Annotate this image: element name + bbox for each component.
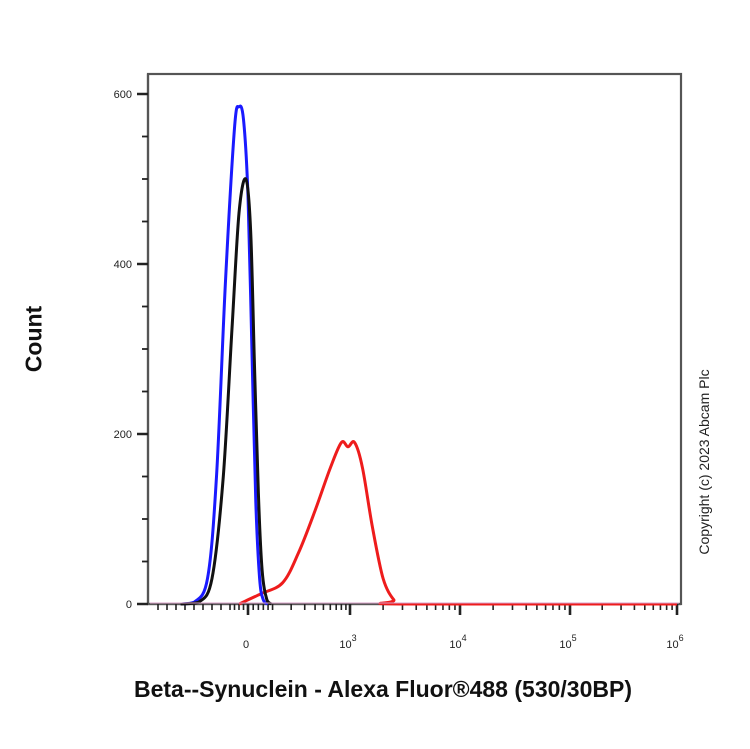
y-tick-label: 600 [114, 89, 132, 101]
series-line-1 [180, 177, 273, 606]
series-line-2 [238, 440, 677, 606]
x-tick-label: 106 [666, 633, 683, 651]
copyright-notice: Copyright (c) 2023 Abcam Plc [696, 369, 712, 555]
y-tick-label: 400 [114, 259, 132, 271]
y-axis: 0 200 400 600 [114, 74, 150, 611]
x-axis: 0 103 104 105 106 [148, 602, 684, 651]
y-tick-label: 0 [126, 599, 132, 611]
plot-frame [146, 72, 683, 606]
x-tick-label: 105 [559, 633, 576, 651]
x-axis-label: Beta--Synuclein - Alexa Fluor®488 (530/3… [134, 676, 632, 702]
series-line-0 [180, 104, 270, 606]
x-tick-label: 103 [339, 633, 356, 651]
x-tick-label: 0 [243, 639, 249, 651]
y-tick-label: 200 [114, 429, 132, 441]
y-axis-label: Count [20, 305, 47, 373]
series-layer [150, 104, 679, 606]
x-tick-label: 104 [449, 633, 466, 651]
